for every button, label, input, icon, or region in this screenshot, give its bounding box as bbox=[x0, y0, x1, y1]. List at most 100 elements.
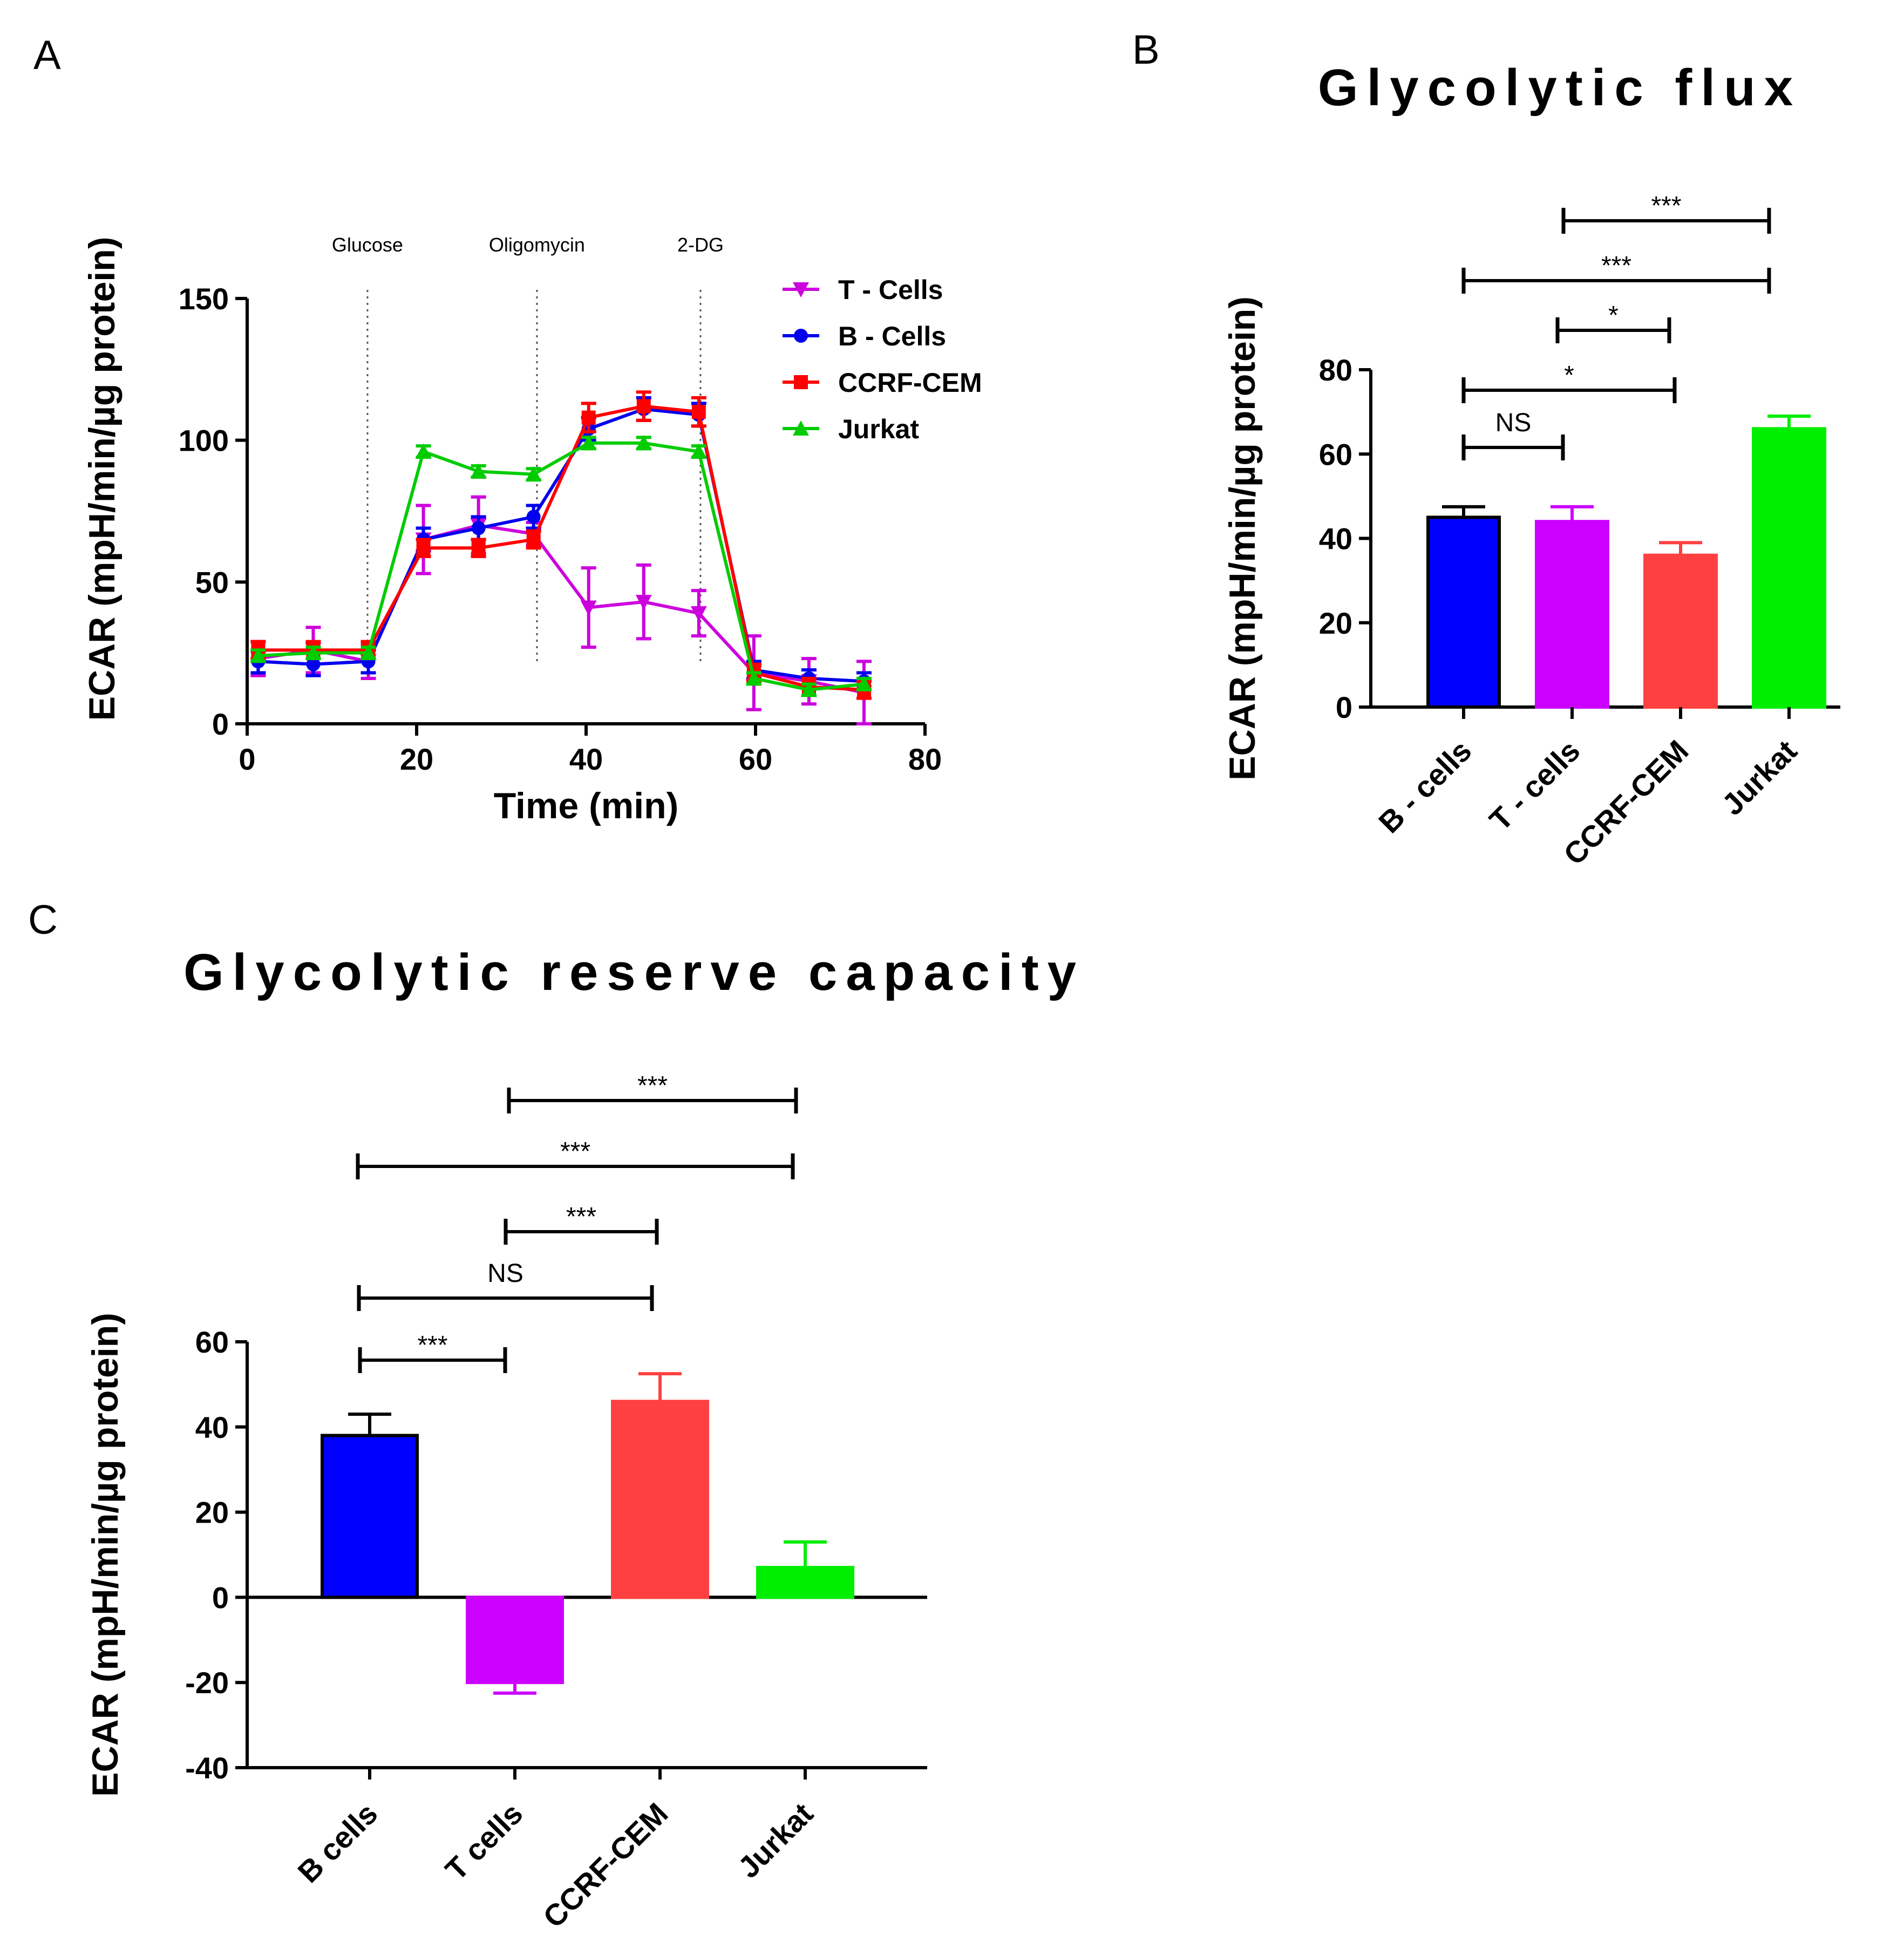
legend-label-ccrf-cem: CCRF-CEM bbox=[838, 368, 982, 398]
significance-bracket: *** bbox=[356, 1137, 795, 1179]
chart-title: Glycolytic reserve capacity bbox=[183, 943, 1085, 1001]
line-chart-panel-a: 0 50 100 150 0 20 40 60 80 Time (min) ECAR (mpH/mi… bbox=[81, 234, 982, 826]
x-tick-label: 40 bbox=[569, 742, 603, 776]
significance-bracket: *** bbox=[507, 1071, 798, 1113]
x-tick-label: 80 bbox=[908, 742, 942, 776]
data-point bbox=[636, 399, 651, 413]
y-tick-label: -20 bbox=[185, 1666, 229, 1700]
data-point bbox=[800, 681, 817, 697]
legend-label-t-cells: T - Cells bbox=[838, 275, 943, 305]
data-point bbox=[690, 443, 707, 459]
significance-label: *** bbox=[1651, 192, 1681, 220]
significance-label: *** bbox=[637, 1071, 668, 1100]
bar-b-cells bbox=[1426, 515, 1501, 709]
injection-label-2-dg: 2-DG bbox=[677, 234, 724, 256]
significance-bracket: NS bbox=[357, 1259, 654, 1311]
significance-label: *** bbox=[417, 1331, 447, 1360]
series-jurkat bbox=[250, 434, 872, 697]
panel-label-c: C bbox=[28, 897, 58, 943]
panel-label-b: B bbox=[1132, 27, 1160, 73]
y-tick-label: 20 bbox=[1319, 606, 1352, 640]
data-point bbox=[581, 410, 596, 425]
data-point bbox=[745, 670, 762, 685]
significance-bracket: *** bbox=[1461, 252, 1771, 294]
y-tick-label: 50 bbox=[195, 565, 229, 599]
data-point bbox=[580, 434, 597, 450]
bar-b-cells bbox=[321, 1434, 419, 1599]
y-tick-label: 40 bbox=[1319, 522, 1352, 556]
y-axis-title: ECAR (mpH/min/µg protein) bbox=[1222, 296, 1263, 780]
y-tick-label: 60 bbox=[195, 1325, 229, 1359]
injection-label-glucose: Glucose bbox=[332, 234, 403, 256]
significance-bracket: *** bbox=[1561, 192, 1771, 234]
data-point bbox=[471, 521, 486, 535]
legend-marker bbox=[793, 420, 809, 436]
chart-title: Glycolytic flux bbox=[1318, 59, 1801, 117]
significance-bracket: * bbox=[1555, 301, 1671, 343]
data-point bbox=[250, 647, 267, 663]
series-line bbox=[258, 407, 865, 683]
data-point bbox=[525, 466, 542, 481]
data-point bbox=[526, 532, 541, 547]
data-point bbox=[690, 606, 707, 622]
legend-label-jurkat: Jurkat bbox=[838, 414, 919, 444]
significance-label: * bbox=[1608, 301, 1619, 330]
x-tick-label: 20 bbox=[400, 742, 433, 776]
y-tick-label: 60 bbox=[1319, 437, 1352, 471]
y-axis-title: ECAR (mpH/min/µg protein) bbox=[81, 237, 123, 721]
data-point bbox=[305, 644, 322, 660]
legend-marker bbox=[794, 375, 808, 389]
data-point bbox=[415, 443, 432, 459]
injection-label-oligomycin: Oligomycin bbox=[489, 234, 585, 256]
bar-t-cells bbox=[466, 1595, 564, 1685]
data-point bbox=[471, 541, 486, 555]
data-point bbox=[855, 676, 872, 691]
significance-label: *** bbox=[566, 1203, 596, 1231]
y-tick-label: 80 bbox=[1319, 353, 1352, 387]
y-tick-label: 100 bbox=[179, 424, 229, 458]
series-line bbox=[258, 441, 865, 691]
data-point bbox=[526, 510, 541, 524]
legend-marker bbox=[793, 282, 809, 297]
data-point bbox=[360, 644, 377, 660]
y-tick-label: -40 bbox=[185, 1751, 229, 1785]
data-point bbox=[470, 463, 487, 479]
y-tick-label: 40 bbox=[195, 1410, 229, 1444]
significance-label: *** bbox=[560, 1137, 590, 1166]
x-tick-label: 0 bbox=[239, 742, 255, 776]
significance-bracket: NS bbox=[1461, 409, 1565, 460]
significance-bracket: *** bbox=[358, 1331, 507, 1373]
x-axis-title: Time (min) bbox=[494, 785, 679, 826]
significance-label: NS bbox=[487, 1259, 523, 1288]
significance-label: *** bbox=[1601, 252, 1631, 280]
y-tick-label: 0 bbox=[212, 707, 229, 741]
x-tick-label: 60 bbox=[739, 742, 772, 776]
data-point bbox=[416, 541, 431, 555]
data-point bbox=[691, 405, 706, 419]
y-tick-label: 150 bbox=[179, 282, 229, 316]
y-axis-title: ECAR (mpH/min/µg protein) bbox=[85, 1313, 126, 1797]
bar-t-cells bbox=[1535, 520, 1609, 709]
significance-bracket: *** bbox=[504, 1203, 659, 1245]
bar-jurkat bbox=[756, 1566, 854, 1599]
data-point bbox=[306, 657, 321, 671]
bar-ccrf-cem bbox=[611, 1400, 709, 1599]
bar-jurkat bbox=[1752, 427, 1826, 709]
data-point bbox=[580, 600, 597, 616]
bar-ccrf-cem bbox=[1643, 553, 1718, 709]
y-tick-label: 0 bbox=[1336, 690, 1352, 724]
significance-bracket: * bbox=[1461, 361, 1677, 403]
data-point bbox=[635, 595, 652, 610]
series-line bbox=[258, 404, 865, 691]
y-tick-label: 20 bbox=[195, 1496, 229, 1530]
significance-label: * bbox=[1564, 361, 1574, 390]
bar-chart-panel-c: Glycolytic reserve capacity -40 -20 0 20 40 60… bbox=[85, 943, 1085, 1934]
legend-marker bbox=[794, 329, 808, 343]
significance-label: NS bbox=[1495, 409, 1532, 437]
y-tick-label: 0 bbox=[212, 1580, 229, 1614]
data-point bbox=[635, 434, 652, 450]
panel-label-a: A bbox=[33, 32, 61, 78]
legend-label-b-cells: B - Cells bbox=[838, 321, 946, 351]
